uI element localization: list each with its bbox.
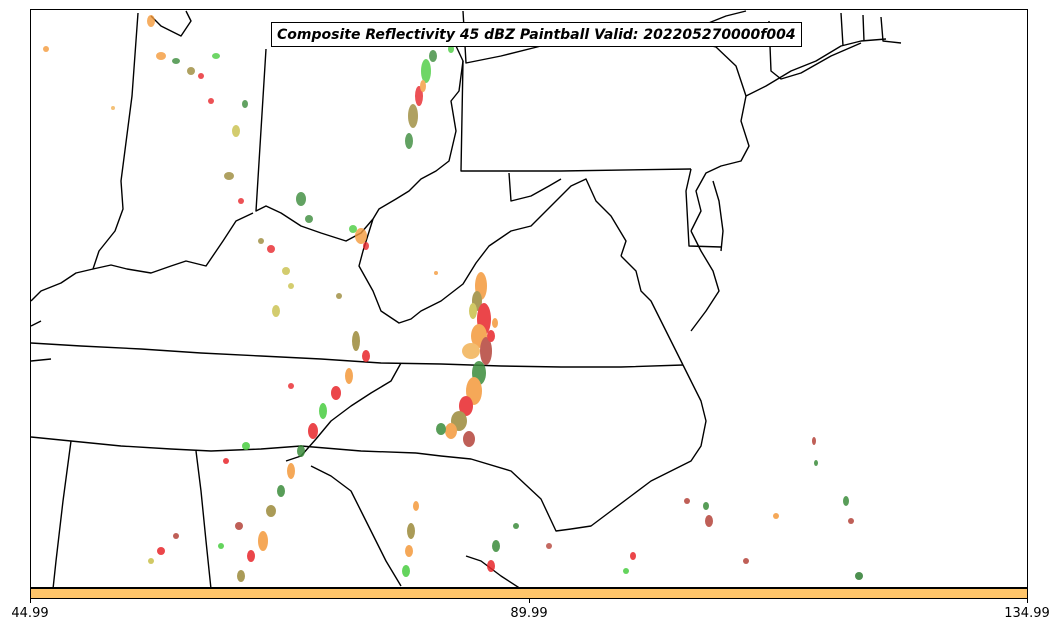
map-frame: Composite Reflectivity 45 dBZ Paintball …	[30, 9, 1028, 588]
colorbar-label-max: 134.99	[1004, 606, 1050, 621]
colorbar-tick-max	[1027, 599, 1028, 603]
reflectivity-cells	[43, 15, 863, 582]
colorbar-tick-mid	[529, 599, 530, 603]
colorbar	[30, 588, 1028, 599]
state-borders	[31, 10, 902, 587]
colorbar-tick-min	[30, 599, 31, 603]
map-canvas	[31, 10, 902, 587]
colorbar-label-min: 44.99	[11, 606, 49, 621]
colorbar-label-mid: 89.99	[510, 606, 548, 621]
map-title: Composite Reflectivity 45 dBZ Paintball …	[271, 22, 802, 47]
